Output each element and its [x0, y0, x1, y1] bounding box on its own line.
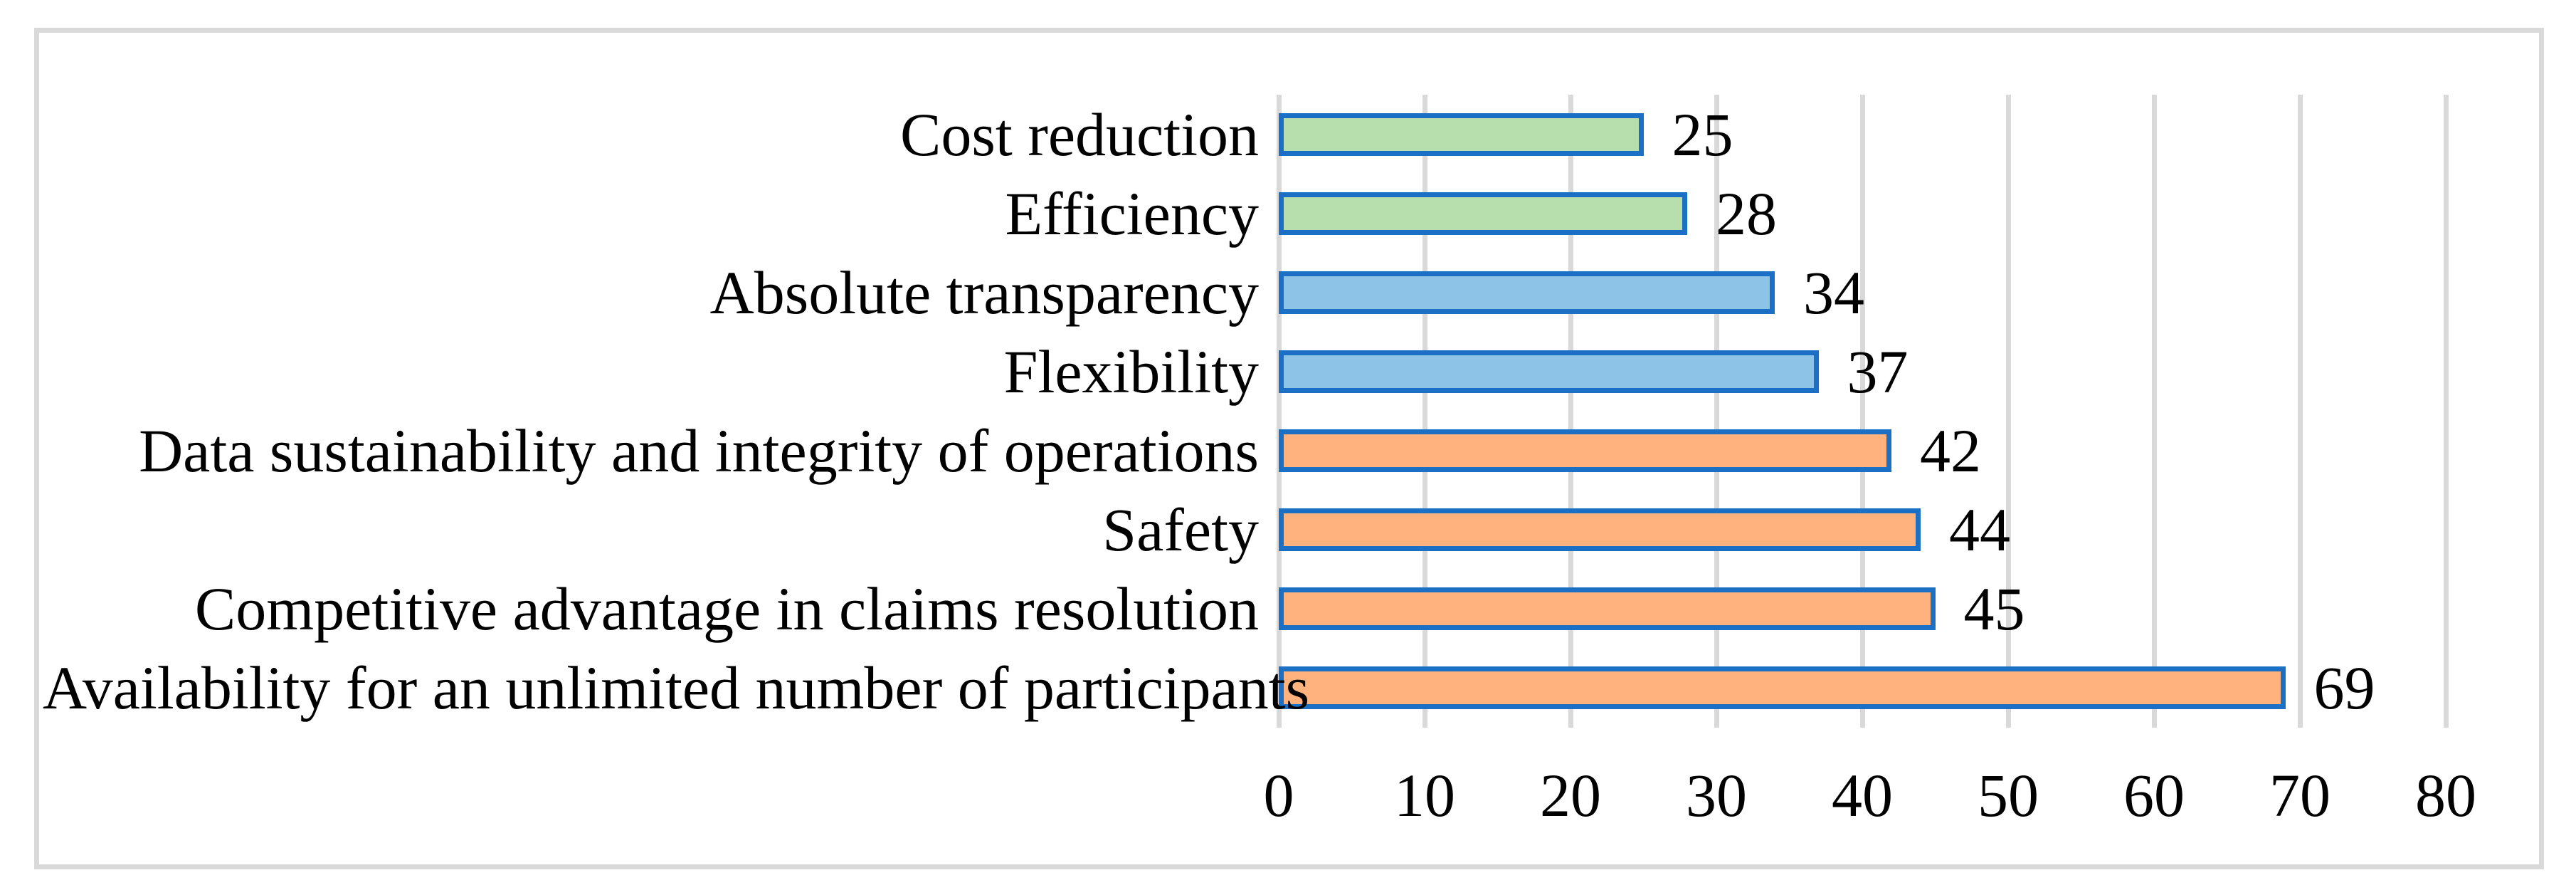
category-label: Efficiency — [1005, 179, 1259, 248]
x-axis-tick-label: 70 — [2269, 761, 2330, 829]
category-label: Absolute transparency — [709, 258, 1259, 327]
x-axis-tick-label: 60 — [2123, 761, 2185, 829]
category-label: Flexibility — [1003, 337, 1259, 406]
gridline-x-70 — [2297, 95, 2303, 728]
bar — [1279, 666, 2286, 710]
x-axis-tick-label: 0 — [1263, 761, 1294, 829]
bar-value-label: 25 — [1672, 100, 1733, 169]
category-label: Cost reduction — [900, 100, 1259, 169]
bar — [1279, 271, 1775, 314]
x-axis-tick-label: 20 — [1540, 761, 1601, 829]
x-axis-tick-label: 30 — [1686, 761, 1747, 829]
gridline-x-60 — [2151, 95, 2157, 728]
bar-value-label: 34 — [1803, 258, 1864, 327]
bar — [1279, 429, 1891, 473]
gridline-x-50 — [2005, 95, 2011, 728]
category-label: Data sustainability and integrity of ope… — [139, 417, 1259, 486]
bar — [1279, 112, 1644, 156]
category-label: Availability for an unlimited number of … — [43, 654, 1310, 723]
bar — [1279, 192, 1687, 235]
gridline-x-0 — [1276, 95, 1282, 728]
x-axis-tick-label: 50 — [1978, 761, 2039, 829]
bar — [1279, 587, 1936, 631]
bar-value-label: 69 — [2313, 654, 2375, 723]
x-axis-tick-label: 10 — [1394, 761, 1455, 829]
bar-value-label: 45 — [1963, 575, 2025, 644]
bar-value-label: 37 — [1847, 337, 1909, 406]
gridline-x-20 — [1568, 95, 1573, 728]
bar-value-label: 28 — [1716, 179, 1777, 248]
bar-value-label: 42 — [1920, 417, 1981, 486]
gridline-x-80 — [2443, 95, 2449, 728]
bar-value-label: 44 — [1949, 496, 2010, 565]
gridline-x-10 — [1422, 95, 1427, 728]
bar — [1279, 350, 1819, 393]
bar — [1279, 508, 1921, 552]
category-label: Competitive advantage in claims resoluti… — [194, 575, 1259, 644]
category-label: Safety — [1102, 496, 1259, 565]
gridline-x-40 — [1859, 95, 1865, 728]
x-axis-tick-label: 40 — [1832, 761, 1893, 829]
gridline-x-30 — [1714, 95, 1719, 728]
x-axis-tick-label: 80 — [2415, 761, 2476, 829]
